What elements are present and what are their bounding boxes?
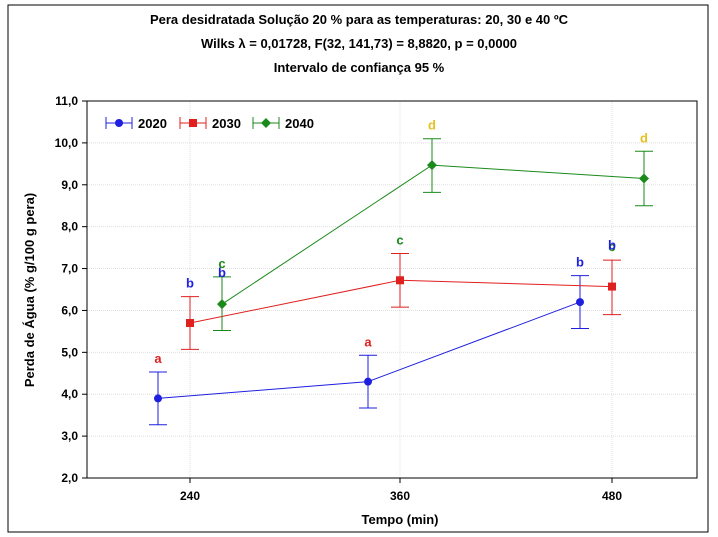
chart-subtitle-wilks: Wilks λ = 0,01728, F(32, 141,73) = 8,882… [200,36,518,51]
data-point-2020 [364,377,372,386]
significance-letter: b [186,276,194,291]
series-line-2030 [189,279,613,324]
series-line-2040 [221,164,645,305]
legend-marker-2020 [115,119,123,127]
significance-letter: b [218,265,226,280]
y-tick-label: 8,0 [61,220,78,234]
data-point-2030 [608,282,616,291]
legend-label-2040: 2040 [285,116,314,131]
data-point-2030 [186,319,194,328]
y-tick-label: 5,0 [61,345,78,359]
significance-letter: a [364,334,372,349]
y-tick-label: 11,0 [55,94,78,108]
x-tick-label: 360 [390,489,410,503]
chart-subtitle-confidence: Intervalo de confiança 95 % [273,60,445,75]
data-point-2040 [639,173,649,184]
significance-letter: a [154,351,162,366]
significance-letter: c [396,232,403,247]
significance-letter: b [608,238,616,253]
legend-label-2020: 2020 [138,116,167,131]
y-tick-label: 6,0 [61,303,78,317]
y-tick-label: 10,0 [55,136,79,150]
legend-marker-2030 [189,119,197,127]
plot-area-border [86,100,698,479]
data-point-2020 [576,298,584,307]
y-tick-label: 2,0 [61,471,78,485]
x-axis-label: Tempo (min) [361,512,438,527]
y-tick-label: 9,0 [61,178,78,192]
axes: 2,0 3,0 4,0 5,0 6,0 7,0 8,0 9,0 10,0 11,0 240 360 48… [55,94,698,503]
data-point-2040 [427,160,437,171]
y-tick-label: 3,0 [61,429,78,443]
legend-label-2030: 2030 [212,116,241,131]
series-layer [149,138,653,426]
significance-letter: c [608,239,615,254]
y-axis-label: Perda de Água (% g/100 g pera) [22,193,37,387]
significance-letter: d [640,130,648,145]
data-point-2020 [154,394,162,403]
y-tick-label: 4,0 [61,387,78,401]
x-tick-label: 480 [602,489,622,503]
significance-letter: d [428,118,436,133]
legend-marker-2040 [261,118,271,128]
legend: 2020 2030 2040 [105,116,314,131]
significance-letter: c [218,256,225,271]
y-tick-label: 7,0 [61,262,78,276]
data-point-2030 [396,276,404,285]
x-tick-label: 240 [180,489,200,503]
grid [7,4,709,533]
data-point-2040 [217,299,227,310]
chart-title: Pera desidratada Solução 20 % para as te… [149,12,569,27]
significance-letter: b [576,255,584,270]
outer-border [7,4,709,533]
